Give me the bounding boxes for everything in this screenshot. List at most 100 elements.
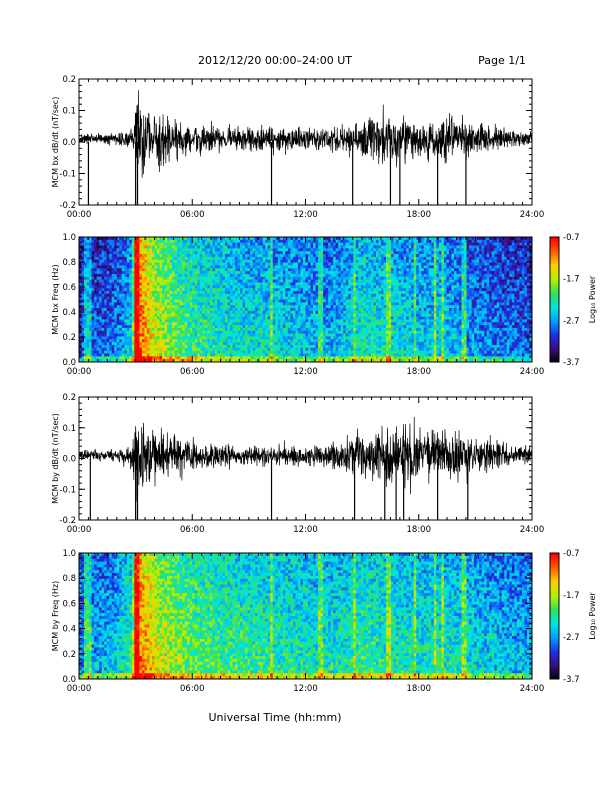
spectrogram-cell	[154, 305, 158, 309]
spectrogram-cell	[99, 285, 103, 289]
spectrogram-cell	[124, 282, 128, 286]
spectrogram-cell	[106, 350, 110, 354]
spectrogram-cell	[101, 316, 105, 320]
spectrogram-cell	[305, 285, 309, 289]
spectrogram-cell	[295, 310, 299, 315]
spectrogram-cell	[343, 259, 347, 263]
spectrogram-cell	[146, 322, 150, 326]
spectrogram-cell	[323, 276, 327, 281]
spectrogram-cell	[86, 271, 90, 275]
spectrogram-cell	[194, 302, 198, 306]
spectrogram-cell	[164, 262, 168, 266]
spectrogram-cell	[194, 296, 198, 300]
spectrogram-cell	[119, 342, 123, 346]
spectrogram-cell	[177, 305, 181, 309]
spectrogram-cell	[116, 237, 120, 241]
spectrogram-cell	[267, 256, 271, 261]
spectrogram-cell	[255, 256, 259, 261]
y-tick-label: 0.2	[62, 75, 76, 85]
spectrogram-cell	[207, 319, 211, 323]
spectrogram-cell	[272, 259, 276, 263]
spectrogram-cell	[91, 308, 95, 312]
spectrogram-cell	[111, 339, 115, 343]
spectrogram-cell	[197, 322, 201, 326]
spectrogram-cell	[101, 356, 105, 360]
spectrogram-cell	[164, 310, 168, 315]
spectrogram-cell	[172, 313, 176, 317]
spectrogram-cell	[297, 350, 301, 354]
spectrogram-cell	[300, 248, 304, 252]
spectrogram-cell	[252, 327, 256, 332]
spectrogram-cell	[343, 322, 347, 326]
spectrogram-cell	[157, 279, 160, 283]
spectrogram-cell	[235, 302, 238, 306]
spectrogram-cell	[129, 273, 133, 278]
spectrogram-cell	[252, 248, 256, 252]
spectrogram-cell	[159, 288, 163, 292]
spectrogram-cell	[199, 310, 203, 315]
spectrogram-cell	[157, 336, 160, 340]
spectrogram-cell	[325, 288, 329, 292]
spectrogram-cell	[149, 254, 153, 258]
spectrogram-cell	[247, 268, 251, 272]
spectrogram-cell	[119, 290, 123, 295]
spectrogram-cell	[237, 242, 241, 246]
spectrogram-cell	[101, 302, 105, 306]
spectrogram-cell	[174, 308, 178, 312]
spectrogram-cell	[285, 293, 289, 298]
spectrogram-cell	[270, 356, 274, 360]
spectrogram-cell	[172, 319, 176, 323]
spectrogram-cell	[81, 347, 85, 352]
spectrogram-cell	[139, 347, 143, 352]
spectrogram-cell	[267, 237, 271, 241]
spectrogram-cell	[91, 265, 95, 269]
spectrogram-cell	[111, 296, 115, 300]
spectrogram-cell	[184, 305, 188, 309]
spectrogram-cell	[167, 336, 170, 340]
spectrogram-cell	[94, 273, 98, 278]
spectrogram-cell	[99, 268, 103, 272]
spectrogram-cell	[335, 271, 339, 275]
spectrogram-cell	[230, 299, 233, 303]
spectrogram-cell	[104, 325, 108, 329]
spectrogram-cell	[290, 251, 294, 255]
spectrogram-cell	[242, 302, 246, 306]
spectrogram-cell	[305, 262, 309, 266]
spectrogram-cell	[167, 305, 170, 309]
spectrogram-cell	[250, 288, 254, 292]
spectrogram-cell	[300, 259, 304, 263]
spectrogram-cell	[111, 342, 115, 346]
spectrogram-cell	[242, 359, 246, 363]
spectrogram-cell	[134, 296, 138, 300]
spectrogram-cell	[325, 327, 329, 332]
spectrogram-cell	[300, 271, 304, 275]
spectrogram-cell	[151, 359, 155, 363]
spectrogram-cell	[109, 288, 113, 292]
spectrogram-cell	[328, 293, 332, 298]
spectrogram-cell	[287, 290, 291, 295]
spectrogram-cell	[245, 245, 249, 249]
spectrogram-cell	[89, 245, 92, 249]
spectrogram-cell	[323, 265, 327, 269]
spectrogram-cell	[343, 333, 347, 337]
spectrogram-cell	[179, 290, 183, 295]
spectrogram-cell	[277, 293, 281, 298]
spectrogram-cell	[162, 248, 165, 252]
spectrogram-cell	[116, 259, 120, 263]
spectrogram-cell	[272, 353, 276, 357]
spectrogram-cell	[134, 290, 138, 295]
spectrogram-cell	[106, 251, 110, 255]
spectrogram-cell	[179, 279, 183, 283]
spectrogram-cell	[209, 239, 213, 244]
spectrogram-cell	[114, 316, 118, 320]
spectrogram-cell	[134, 271, 138, 275]
spectrogram-cell	[255, 239, 259, 244]
spectrogram-cell	[131, 336, 135, 340]
spectrogram-cell	[197, 359, 201, 363]
spectrogram-cell	[247, 353, 251, 357]
spectrogram-cell	[318, 251, 321, 255]
spectrogram-cell	[182, 293, 186, 298]
spectrogram-cell	[305, 268, 309, 272]
spectrogram-cell	[174, 279, 178, 283]
spectrogram-cell	[159, 271, 163, 275]
